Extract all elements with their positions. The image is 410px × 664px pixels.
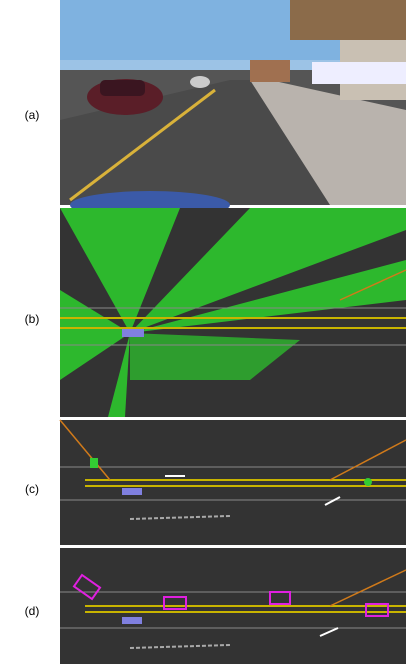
figure-page: {"panels": [{"label": "(a)"}, {"label": …	[0, 0, 410, 664]
tracking-view-boxes	[60, 548, 406, 664]
figure	[0, 0, 410, 664]
panel-label: (c)	[14, 482, 50, 496]
panel-label: (a)	[14, 108, 50, 122]
camera-image	[60, 0, 406, 219]
panel-label: (b)	[14, 312, 50, 326]
panel-label: (d)	[14, 604, 50, 618]
tracking-view	[60, 420, 406, 545]
lidar-view	[60, 208, 406, 417]
